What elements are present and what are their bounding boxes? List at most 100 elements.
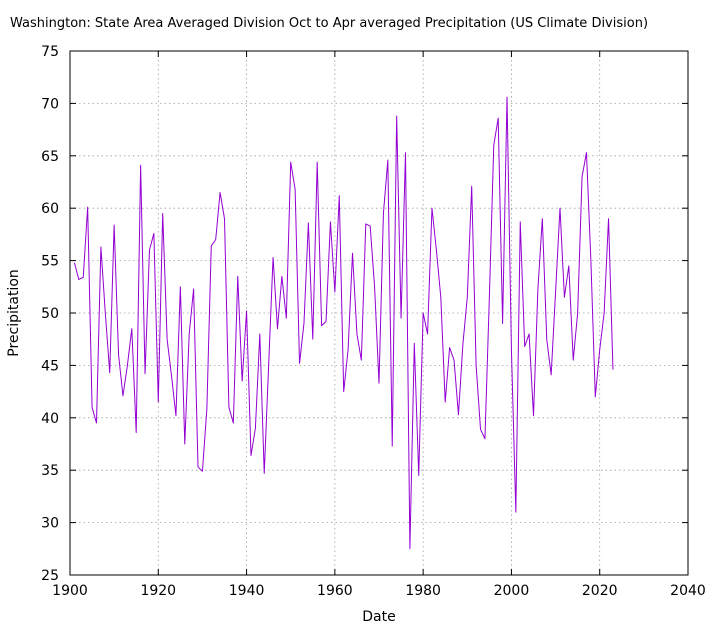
data-point	[484, 438, 485, 439]
x-tick-label: 1960	[317, 583, 353, 599]
x-tick-label: 2000	[494, 583, 530, 599]
data-point	[237, 276, 238, 277]
data-point	[215, 239, 216, 240]
data-point	[180, 286, 181, 287]
data-point	[114, 224, 115, 225]
data-point	[118, 354, 119, 355]
data-point	[321, 325, 322, 326]
data-point	[542, 218, 543, 219]
data-point	[471, 186, 472, 187]
data-point	[533, 415, 534, 416]
data-point	[414, 343, 415, 344]
x-tick-label: 2040	[670, 583, 706, 599]
data-point	[127, 365, 128, 366]
data-point	[330, 221, 331, 222]
chart-title: Washington: State Area Averaged Division…	[10, 16, 648, 31]
data-point	[78, 279, 79, 280]
data-point	[140, 165, 141, 166]
data-point	[449, 347, 450, 348]
data-point	[189, 333, 190, 334]
data-point	[586, 152, 587, 153]
data-point	[559, 208, 560, 209]
data-point	[506, 97, 507, 98]
data-point	[431, 208, 432, 209]
y-tick-label: 70	[41, 96, 59, 112]
data-point	[100, 246, 101, 247]
data-point	[604, 312, 605, 313]
data-point	[427, 333, 428, 334]
data-point	[612, 369, 613, 370]
data-point	[528, 333, 529, 334]
data-point	[498, 117, 499, 118]
data-point	[206, 409, 207, 410]
data-point	[259, 333, 260, 334]
data-point	[590, 260, 591, 261]
data-point	[250, 455, 251, 456]
axis-ticks: 1900 1920 1940 1960 1980 2000 2020 2040 25 30 35 40…	[41, 44, 706, 599]
data-point	[144, 373, 145, 374]
data-point	[515, 512, 516, 513]
data-point	[480, 429, 481, 430]
y-tick-label: 65	[41, 149, 59, 165]
data-point	[387, 159, 388, 160]
data-point	[396, 115, 397, 116]
data-point	[400, 318, 401, 319]
series-line	[73, 96, 614, 550]
data-point	[581, 176, 582, 177]
data-point	[122, 395, 123, 396]
data-point	[440, 297, 441, 298]
data-point	[162, 213, 163, 214]
data-point	[184, 443, 185, 444]
data-point	[255, 428, 256, 429]
data-point	[105, 312, 106, 313]
data-point	[87, 207, 88, 208]
data-point	[153, 233, 154, 234]
y-tick-label: 45	[41, 358, 59, 374]
data-point	[409, 548, 410, 549]
data-point	[277, 328, 278, 329]
y-tick-label: 40	[41, 411, 59, 427]
data-point	[317, 161, 318, 162]
data-point	[149, 250, 150, 251]
y-tick-label: 55	[41, 254, 59, 270]
data-point	[299, 363, 300, 364]
data-point	[453, 360, 454, 361]
data-point	[418, 475, 419, 476]
y-tick-label: 75	[41, 44, 59, 60]
x-axis-label: Date	[362, 609, 395, 625]
data-point	[211, 245, 212, 246]
data-point	[374, 286, 375, 287]
data-point	[167, 339, 168, 340]
data-point	[555, 291, 556, 292]
data-point	[295, 189, 296, 190]
data-point	[197, 466, 198, 467]
data-point	[537, 288, 538, 289]
data-point	[281, 276, 282, 277]
y-tick-label: 35	[41, 463, 59, 479]
data-point	[339, 195, 340, 196]
data-point	[524, 346, 525, 347]
data-point	[568, 265, 569, 266]
data-point	[599, 349, 600, 350]
data-point	[312, 339, 313, 340]
data-point	[608, 218, 609, 219]
x-tick-label: 1920	[140, 583, 176, 599]
data-point	[489, 297, 490, 298]
x-tick-label: 1900	[52, 583, 88, 599]
data-point	[462, 344, 463, 345]
data-point	[308, 222, 309, 223]
data-point	[520, 221, 521, 222]
data-point	[193, 288, 194, 289]
data-point	[334, 291, 335, 292]
data-point	[109, 372, 110, 373]
y-tick-label: 60	[41, 201, 59, 217]
data-point	[546, 339, 547, 340]
data-point	[233, 422, 234, 423]
data-point	[224, 218, 225, 219]
data-point	[383, 213, 384, 214]
data-point	[242, 381, 243, 382]
data-point	[268, 365, 269, 366]
data-point	[171, 375, 172, 376]
